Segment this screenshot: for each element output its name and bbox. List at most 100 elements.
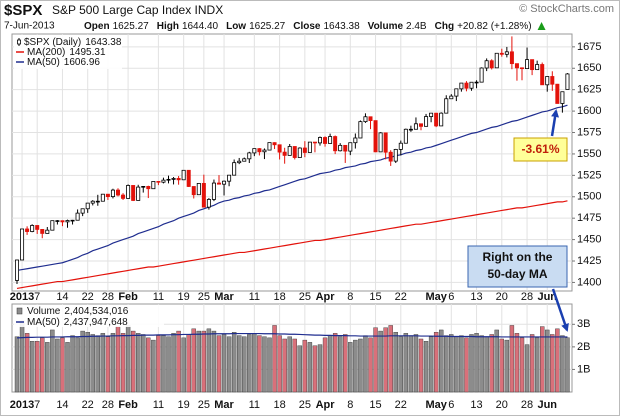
y-tick-label: 1625 <box>577 84 601 96</box>
x-tick-label: 14 <box>56 399 68 411</box>
volume-bar <box>262 336 267 393</box>
candle-body <box>136 186 141 201</box>
candle-body <box>20 228 25 261</box>
volume-bar <box>40 337 45 393</box>
volume-bar <box>181 337 186 393</box>
volume-bar <box>423 341 429 393</box>
x-tick-label: Mar <box>214 291 234 303</box>
volume-bar <box>221 334 227 393</box>
info-value: 1644.40 <box>182 21 219 32</box>
volume-bar <box>110 333 116 393</box>
x-tick-label: 15 <box>369 291 381 303</box>
candle-body <box>403 128 408 144</box>
annotation: 50-day MA <box>487 267 547 281</box>
x-tick-label: Mar <box>214 399 234 411</box>
volume-bar <box>24 333 30 393</box>
volume-bar <box>368 337 373 393</box>
volume-bar <box>464 337 469 393</box>
x-tick-label: 19 <box>178 291 190 303</box>
volume-bar <box>302 339 308 393</box>
y-tick-label: 1550 <box>577 148 601 160</box>
y-tick-label: 1500 <box>577 191 601 203</box>
candle-body <box>464 82 469 89</box>
volume-bar <box>509 325 515 393</box>
x-tick-label: 25 <box>198 399 210 411</box>
x-tick-label: Jun <box>537 291 557 303</box>
volume-bar <box>257 335 262 393</box>
volume-bar <box>231 332 237 393</box>
candle-body <box>358 121 363 139</box>
plot: 1400142514501475150015251550157516001625… <box>10 33 601 411</box>
candle-body <box>489 60 494 69</box>
candle-body <box>151 181 156 190</box>
legend-value: 1606.96 <box>64 57 101 68</box>
x-tick-label: 22 <box>395 291 407 303</box>
candle-body <box>252 148 257 154</box>
x-tick-label: 22 <box>82 399 94 411</box>
candle-body <box>282 151 287 156</box>
candle-body <box>474 81 479 84</box>
candle-body <box>429 112 434 117</box>
candle-body <box>434 112 439 127</box>
candle-body <box>257 148 262 153</box>
candle-body <box>156 181 161 183</box>
info-value: 2.4B <box>406 21 427 32</box>
volume-bar <box>373 327 378 393</box>
legend-entry: MA(50) 2,437,947,648 <box>27 317 128 328</box>
legend-value: 2,437,947,648 <box>64 317 128 328</box>
candle-body <box>550 76 555 85</box>
volume-bar <box>540 326 545 393</box>
info-label: Volume <box>368 21 404 32</box>
candle-body <box>216 182 221 185</box>
x-tick-label: 11 <box>249 291 260 303</box>
candle-body <box>373 120 378 153</box>
info-value: 1625.27 <box>249 21 286 32</box>
info-value: 1625.27 <box>113 21 150 32</box>
volume-bar <box>388 325 393 393</box>
volume-bar <box>343 334 348 393</box>
x-tick-label: 20 <box>496 291 508 303</box>
volume-bar <box>55 338 60 393</box>
volume-bar <box>529 334 535 393</box>
volume-bar <box>206 328 212 393</box>
x-tick-label: Apr <box>316 291 336 303</box>
volume-bar <box>332 333 338 393</box>
candle-body <box>297 147 302 158</box>
volume-bar <box>146 337 151 393</box>
volume-bar <box>418 338 424 393</box>
candle-body <box>196 183 201 196</box>
candle-body <box>105 193 110 197</box>
candle-body <box>222 180 227 185</box>
info-value: +20.82 (+1.28%) <box>457 21 532 32</box>
candle-body <box>520 67 525 70</box>
volume-bar <box>408 335 414 393</box>
info-label: Open <box>84 21 110 32</box>
volume-bar <box>65 342 70 393</box>
volume-bar <box>156 335 161 393</box>
y-tick-label: 1675 <box>577 41 601 53</box>
candle-body <box>90 200 95 204</box>
candle-body <box>459 82 464 90</box>
volume-bar <box>292 338 297 393</box>
y-tick-label: 1525 <box>577 169 601 181</box>
volume-bar <box>151 339 156 393</box>
volume-bar <box>186 334 191 393</box>
volume-bar <box>550 334 555 393</box>
volume-bar <box>45 342 50 393</box>
x-tick-label: Apr <box>316 399 336 411</box>
volume-bar <box>428 336 434 393</box>
candle-body <box>338 144 343 152</box>
x-tick-label: 25 <box>299 399 311 411</box>
volume-bar <box>545 329 550 393</box>
candle-body <box>348 142 353 152</box>
x-tick-label: 25 <box>299 291 311 303</box>
candle-body <box>146 186 151 190</box>
volume-bar <box>60 337 65 393</box>
candle-body <box>494 52 499 69</box>
chart-title: $SPX <box>4 2 42 19</box>
candle-body <box>479 67 484 83</box>
candle-body <box>131 185 136 201</box>
candle-body <box>398 142 403 150</box>
y-tick-label: 1425 <box>577 255 601 267</box>
volume-bar <box>19 320 25 393</box>
